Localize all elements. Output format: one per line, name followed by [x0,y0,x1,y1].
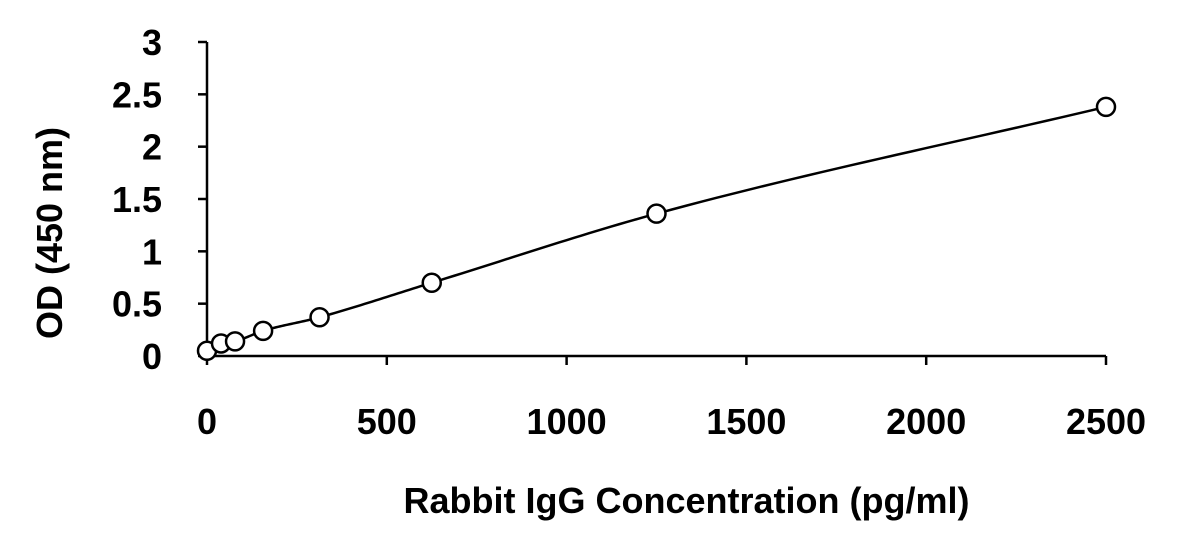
y-tick-label: 2.5 [112,74,162,115]
data-points [196,96,1117,362]
x-axis-title: Rabbit IgG Concentration (pg/ml) [404,480,970,521]
data-point [252,320,274,342]
fit-curve [206,105,1107,352]
y-tick-label: 1 [142,231,162,272]
y-axis-ticks: 0 0.5 1 1.5 2 2.5 3 [112,22,207,377]
y-tick-label: 1.5 [112,179,162,220]
y-tick-label: 0 [142,336,162,377]
y-tick-label: 2 [142,127,162,168]
x-tick-label: 2500 [1066,401,1146,442]
data-point [309,307,330,328]
x-tick-label: 500 [357,401,417,442]
x-axis-ticks: 0 500 1000 1500 2000 2500 [197,356,1146,442]
data-point [421,272,442,293]
data-point [224,331,246,352]
x-tick-label: 1500 [706,401,786,442]
data-point [646,203,667,224]
y-tick-label: 3 [142,22,162,63]
data-point [1095,96,1117,118]
x-tick-label: 1000 [527,401,607,442]
x-tick-label: 2000 [886,401,966,442]
x-tick-label: 0 [197,401,217,442]
y-axis-title: OD (450 nm) [29,127,70,339]
y-tick-label: 0.5 [112,284,162,325]
